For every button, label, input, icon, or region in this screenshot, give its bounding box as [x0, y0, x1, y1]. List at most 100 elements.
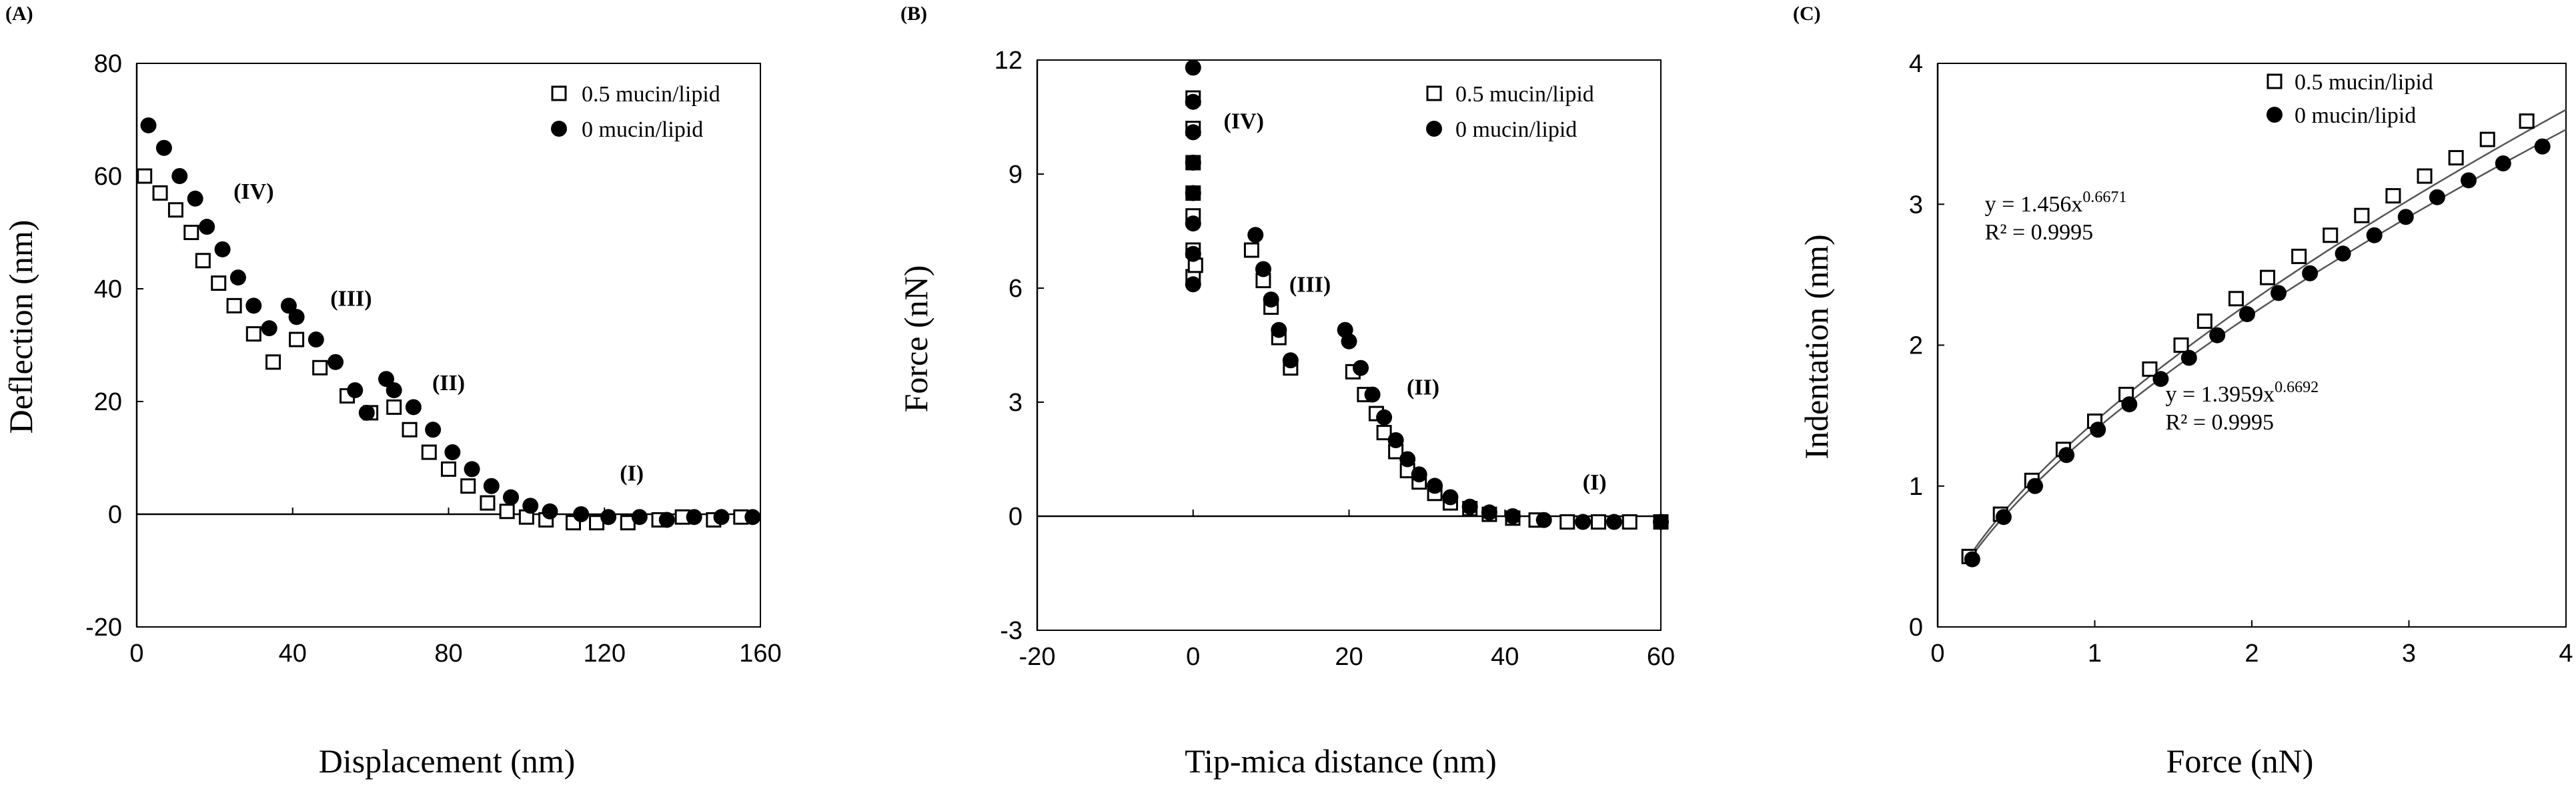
- data-point-square-b: [1243, 242, 1259, 258]
- data-point-circle-b: [1461, 498, 1478, 515]
- region-label-b: (III): [1289, 273, 1331, 297]
- y-tick-label-a: 0: [108, 501, 122, 529]
- fit-r-squared-c-1: R² = 0.9995: [2165, 410, 2274, 435]
- data-point-circle-a: [378, 371, 394, 387]
- fit-curve-c-0: [1968, 109, 2567, 558]
- data-point-circle-b: [1185, 93, 1201, 110]
- x-tick-label-a: 0: [129, 640, 143, 668]
- legend-marker-square-b: [1426, 85, 1442, 101]
- y-axis-title-c: Indentation (nm): [1798, 234, 1835, 459]
- y-tick-label-c: 3: [1909, 191, 1923, 219]
- data-point-square-c: [2323, 227, 2339, 243]
- y-tick-label-a: 40: [94, 275, 122, 303]
- data-point-circle-b: [1185, 185, 1201, 201]
- region-label-a: (IV): [233, 179, 273, 204]
- data-point-square-a: [499, 504, 515, 520]
- x-tick-label-c: 2: [2244, 640, 2259, 668]
- data-point-circle-a: [187, 190, 203, 207]
- data-point-circle-b: [1255, 261, 1271, 277]
- data-point-circle-a: [229, 269, 246, 286]
- data-point-circle-a: [744, 509, 761, 526]
- data-point-circle-a: [483, 478, 500, 494]
- data-point-square-c: [2354, 207, 2370, 223]
- data-point-circle-b: [1399, 451, 1416, 468]
- data-point-square-a: [195, 253, 211, 269]
- data-point-square-c: [2228, 291, 2244, 307]
- data-point-circle-c: [2121, 396, 2138, 413]
- y-tick-label-c: 0: [1909, 614, 1923, 642]
- data-point-circle-a: [386, 382, 402, 399]
- data-point-square-a: [226, 297, 242, 313]
- data-point-square-a: [265, 354, 281, 370]
- data-point-circle-b: [1185, 59, 1201, 76]
- y-tick-label-b: 0: [1009, 503, 1023, 531]
- data-point-square-a: [211, 275, 227, 291]
- data-point-circle-b: [1185, 154, 1201, 171]
- data-point-circle-b: [1504, 508, 1521, 524]
- data-point-circle-a: [425, 422, 442, 438]
- data-point-circle-b: [1271, 321, 1287, 338]
- fit-equation-c-1: y = 1.3959x0.6692: [2165, 379, 2319, 407]
- data-point-circle-a: [658, 512, 675, 528]
- data-point-square-b: [1591, 514, 1606, 530]
- y-tick-label-c: 4: [1909, 50, 1923, 78]
- legend-marker-circle-b: [1426, 121, 1442, 137]
- data-point-square-a: [402, 422, 418, 438]
- data-point-circle-b: [1387, 432, 1404, 448]
- y-tick-label-a: 80: [94, 50, 122, 78]
- data-point-square-b: [1559, 514, 1575, 530]
- data-point-circle-b: [1411, 466, 1427, 483]
- data-point-square-c: [2173, 337, 2189, 353]
- data-point-circle-c: [2152, 371, 2169, 387]
- x-tick-label-a: 40: [279, 640, 307, 668]
- data-point-circle-b: [1535, 512, 1552, 528]
- legend-marker-circle-a: [551, 121, 567, 137]
- region-label-a: (I): [620, 461, 644, 486]
- data-point-circle-c: [2271, 285, 2287, 301]
- data-point-circle-b: [1185, 124, 1201, 141]
- panel-a: (A) Displacement (nm) Deflection (nm) 0.…: [2, 3, 782, 780]
- data-point-square-a: [137, 168, 153, 184]
- region-label-b: (IV): [1224, 109, 1264, 134]
- data-point-circle-a: [444, 444, 461, 461]
- data-point-circle-b: [1341, 333, 1357, 349]
- x-tick-label-a: 80: [434, 640, 462, 668]
- data-point-circle-c: [2238, 306, 2255, 323]
- y-tick-label-b: 9: [1009, 161, 1023, 189]
- x-tick-label-b: 20: [1335, 643, 1363, 671]
- data-point-circle-c: [2495, 155, 2511, 171]
- data-point-square-c: [2417, 168, 2433, 184]
- panel-letter-c: (C): [1793, 3, 1821, 25]
- data-point-circle-c: [2534, 138, 2551, 155]
- x-axis-title-b: Tip-mica distance (nm): [1185, 742, 1497, 780]
- y-axis-title-a: Deflection (nm): [2, 220, 39, 434]
- fit-equation-c-0: y = 1.456x0.6671: [1985, 189, 2127, 217]
- data-point-square-c: [2196, 313, 2212, 329]
- data-point-square-a: [312, 359, 328, 375]
- legend-label-0-c: 0 mucin/lipid: [2295, 103, 2416, 128]
- y-tick-label-c: 2: [1909, 332, 1923, 360]
- panel-c: (C) Force (nN) Indentation (nm) 0.5 muci…: [1793, 3, 2573, 780]
- data-point-circle-b: [1185, 215, 1201, 232]
- region-label-a: (III): [330, 286, 372, 311]
- data-point-circle-a: [214, 241, 231, 257]
- data-point-circle-a: [713, 509, 730, 526]
- x-tick-label-a: 120: [584, 640, 626, 668]
- data-point-square-a: [245, 326, 261, 342]
- data-point-square-a: [460, 478, 476, 494]
- x-tick-label-c: 4: [2559, 640, 2573, 668]
- data-point-circle-b: [1263, 291, 1279, 308]
- x-tick-label-c: 0: [1930, 640, 1944, 668]
- data-point-circle-c: [2366, 227, 2383, 243]
- y-axis-title-b: Force (nN): [897, 265, 934, 413]
- legend-b: 0.5 mucin/lipid 0 mucin/lipid: [1426, 82, 1594, 142]
- data-point-square-a: [480, 495, 496, 511]
- data-point-circle-c: [2397, 209, 2414, 225]
- data-point-circle-b: [1653, 514, 1669, 530]
- data-point-circle-c: [2090, 422, 2106, 438]
- legend-marker-square-a: [551, 85, 567, 101]
- legend-a: 0.5 mucin/lipid 0 mucin/lipid: [551, 82, 720, 142]
- data-point-square-a: [152, 185, 168, 201]
- x-tick-label-b: 40: [1491, 643, 1519, 671]
